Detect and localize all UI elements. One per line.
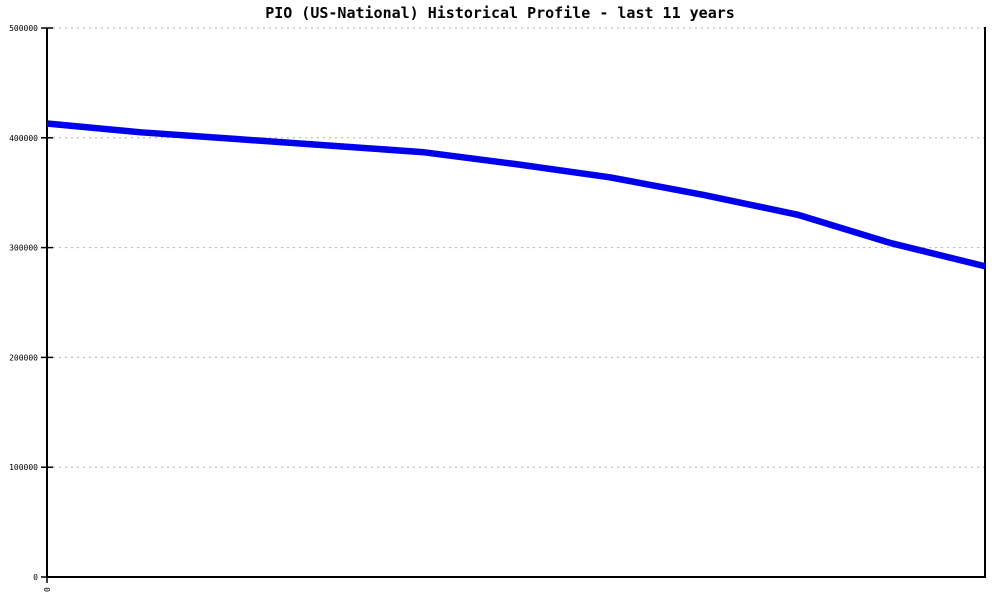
y-tick-label: 0: [33, 573, 38, 582]
y-tick-label: 400000: [9, 134, 38, 143]
data-line-pio: [46, 120, 986, 270]
gridlines-layer: [47, 27, 985, 468]
ticks-layer: [41, 27, 53, 583]
y-tick-label: 100000: [9, 463, 38, 472]
data-series-layer: [46, 120, 986, 270]
chart-title: PIO (US-National) Historical Profile - l…: [265, 4, 735, 22]
y-tick-label: 300000: [9, 244, 38, 253]
axis-labels-layer: 0 100000 200000 300000 400000 500000 0: [9, 24, 52, 592]
y-tick-label: 200000: [9, 353, 38, 362]
y-tick-label: 500000: [9, 24, 38, 33]
x-tick-label: 0: [43, 587, 52, 592]
axes-layer: [46, 27, 986, 578]
